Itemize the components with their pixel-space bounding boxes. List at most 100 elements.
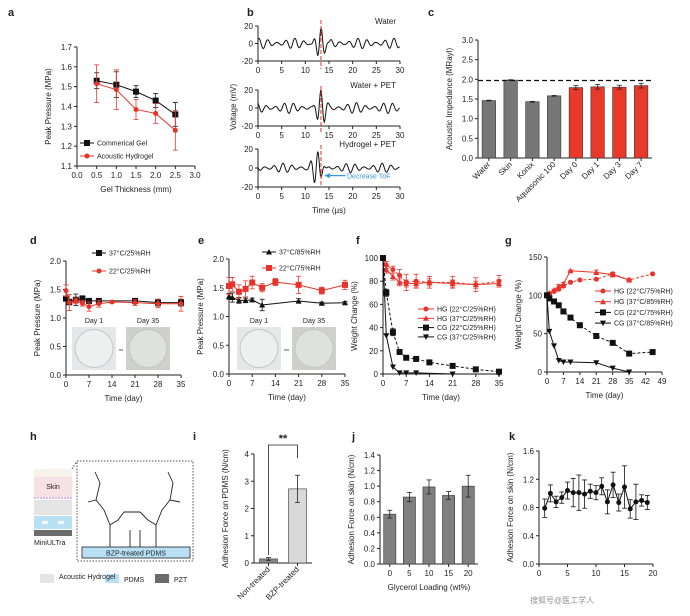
y-tick-label: 2.0 [213,255,225,264]
data-point [609,271,616,278]
bar [612,86,627,159]
x-tick-label: 0.5 [91,171,103,180]
photo-label: Day 35 [137,318,159,325]
data-point [226,283,232,290]
x-tick-label: 10 [301,66,310,75]
legend-marker [423,334,429,340]
x-tick-label: 20 [348,66,357,75]
data-point [63,295,69,302]
data-point [587,488,593,494]
panel-label-i: i [193,431,196,443]
data-point [576,322,583,329]
data-point [249,279,256,286]
x-tick-label: 30 [396,66,405,75]
legend-label: HG (22°C/25%RH) [437,306,496,314]
skin-label: Skin [46,484,60,491]
x-tick-label: 28 [154,380,163,389]
data-point [389,273,396,280]
x-tick-label: 0 [256,192,261,201]
sample-photo [72,327,116,370]
y-tick-label: 1.1 [61,162,73,171]
data-point [259,284,266,291]
y-tick-label: 1.7 [61,43,73,52]
legend-label: PZT [174,577,188,584]
series-line [382,257,500,286]
y-tick-label: 0.4 [364,529,376,538]
data-point [380,255,386,261]
data-point [449,280,456,287]
data-point [644,500,650,506]
y-tick-label: 1.5 [213,284,225,293]
data-point [616,500,622,506]
chart-g [544,256,663,375]
data-point [567,267,574,274]
legend-label: 22°C/75%RH [279,265,321,273]
x-tick-label: 14 [108,380,117,389]
skin-top-layer [34,469,72,477]
x-tick-label: 21 [131,380,140,389]
data-point [626,350,633,357]
y-tick-label: 100 [529,291,543,300]
y-tick-label: 80 [369,277,378,286]
chart-a [74,46,196,169]
legend-label: Acoustic Hydrogel [97,154,154,161]
y-tick-label: 1.0 [50,314,62,323]
chart-e [226,249,348,377]
y-axis-label: Acoustic Impedance (MRayl) [445,48,454,151]
y-tick-label: 0 [245,559,250,568]
data-point [622,484,627,490]
x-tick-label: 42 [641,377,650,386]
x-tick-label: 0 [537,569,542,578]
data-point [604,499,610,505]
chart-c [475,39,652,161]
y-tick-label: 60 [369,300,378,309]
device-label: MiniULTra [34,540,66,547]
chart-b-3 [255,145,401,190]
y-tick-label: -20 [241,122,253,131]
x-tick-label: 0 [545,377,550,386]
data-point [235,288,242,295]
bar [461,485,475,565]
series-line [65,290,181,308]
legend-marker [266,265,272,271]
x-tick-label: 0 [227,379,232,388]
data-point [633,499,639,505]
legend-marker [84,153,90,159]
panel-label-a: a [8,7,15,19]
data-point [389,329,396,336]
panel-label-k: k [509,431,516,443]
y-tick-label: 4 [245,450,250,459]
y-tick-label: 0.5 [50,343,62,352]
bar [442,495,455,565]
y-axis-label: Adhesion Force on skin (N/cm) [347,454,356,564]
y-tick-label: 2.0 [50,257,62,266]
x-tick-label: 30 [396,192,405,201]
x-axis-label: Glycerol Loading (wt%) [388,583,471,592]
series-line [228,281,346,293]
data-point [178,301,184,307]
legend-marker [84,140,90,146]
data-point [342,281,348,288]
hydrogel-disk [128,329,168,368]
data-point [649,349,656,356]
legend-marker [600,320,606,327]
bar [422,486,436,565]
bar [525,101,540,159]
data-point [582,491,588,497]
x-tick-label: 0 [256,131,261,140]
y-tick-label: 20 [369,347,378,356]
data-point [295,281,302,288]
y-tick-label: 3.0 [462,36,474,45]
electrode [42,521,48,524]
x-tick-label: 0 [381,379,386,388]
legend-label: HG (37°C/25%RH) [437,315,496,323]
pzt-layer [34,530,72,536]
bar [568,87,583,159]
y-tick-label: 2.0 [462,75,474,84]
data-point [593,332,600,339]
waveform [257,27,400,57]
chart-d [63,250,184,378]
data-point [426,279,433,285]
data-point [113,87,119,93]
data-point [396,279,403,285]
